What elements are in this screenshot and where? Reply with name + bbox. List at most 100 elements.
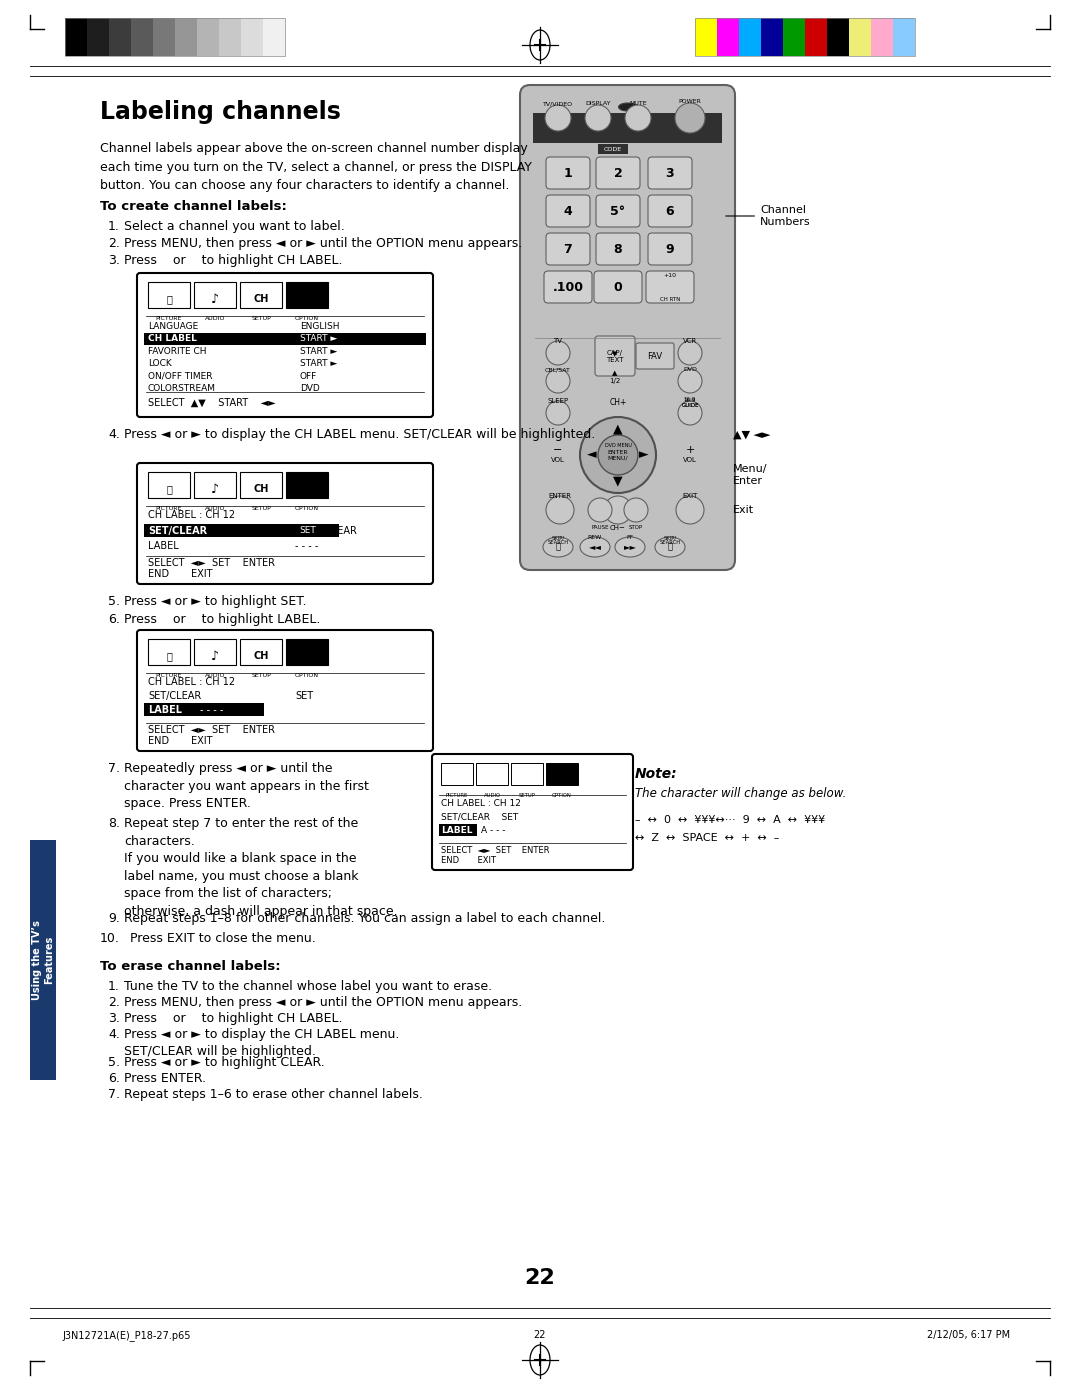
Bar: [219, 18, 241, 56]
Circle shape: [604, 496, 632, 524]
Text: Press ◄ or ► to display the CH LABEL menu.
SET/CLEAR will be highlighted.: Press ◄ or ► to display the CH LABEL men…: [124, 1027, 400, 1058]
Text: J3N12721A(E)_P18-27.p65: J3N12721A(E)_P18-27.p65: [62, 1330, 190, 1341]
Text: 22: 22: [534, 1330, 546, 1340]
Text: SKIP/
SEARCH: SKIP/ SEARCH: [548, 535, 568, 545]
Text: 6.: 6.: [108, 1072, 120, 1085]
Circle shape: [678, 369, 702, 393]
Text: LABEL: LABEL: [441, 825, 473, 835]
Text: 1: 1: [564, 166, 572, 180]
Text: 3.: 3.: [108, 254, 120, 268]
Text: ♪: ♪: [211, 482, 219, 495]
FancyBboxPatch shape: [137, 630, 433, 751]
Text: CH LABEL : CH 12: CH LABEL : CH 12: [148, 510, 235, 520]
Text: ◄: ◄: [588, 449, 597, 461]
Circle shape: [678, 342, 702, 365]
Text: CH RTN: CH RTN: [660, 297, 680, 302]
Text: ENGLISH: ENGLISH: [300, 322, 339, 330]
FancyBboxPatch shape: [546, 195, 590, 227]
Text: SETUP: SETUP: [252, 673, 271, 677]
Text: To create channel labels:: To create channel labels:: [100, 199, 287, 213]
Text: SELECT  ▲▼    START    ◄►: SELECT ▲▼ START ◄►: [148, 399, 275, 408]
Text: SKIP/
SEARCH: SKIP/ SEARCH: [660, 535, 680, 545]
Bar: [511, 763, 543, 785]
Text: 1.: 1.: [108, 980, 120, 993]
Text: 3: 3: [665, 166, 674, 180]
Text: Repeat step 7 to enter the rest of the
characters.
If you would like a blank spa: Repeat step 7 to enter the rest of the c…: [124, 817, 397, 917]
Text: END       EXIT: END EXIT: [441, 856, 496, 864]
Text: REW: REW: [588, 535, 603, 539]
Text: −: −: [553, 445, 563, 454]
Text: PAUSE: PAUSE: [591, 526, 609, 530]
Text: STOP: STOP: [629, 526, 643, 530]
Bar: [286, 638, 328, 665]
Text: MUTE: MUTE: [630, 100, 647, 106]
Text: DISPLAY: DISPLAY: [585, 100, 611, 106]
Text: 16:9
GUIDE: 16:9 GUIDE: [681, 397, 699, 408]
Text: LABEL: LABEL: [148, 541, 179, 551]
Bar: [148, 282, 190, 308]
Bar: [144, 524, 339, 537]
Bar: [30, 841, 56, 1080]
Text: CH LABEL : CH 12: CH LABEL : CH 12: [148, 677, 235, 687]
Text: 9.: 9.: [108, 912, 120, 926]
FancyBboxPatch shape: [519, 85, 735, 570]
Ellipse shape: [543, 537, 573, 558]
Bar: [194, 638, 237, 665]
Text: VOL: VOL: [683, 457, 697, 463]
Text: ♪: ♪: [211, 650, 219, 662]
Bar: [598, 144, 627, 153]
Text: Channel
Numbers: Channel Numbers: [726, 205, 811, 227]
Bar: [240, 282, 282, 308]
Text: Press ENTER.: Press ENTER.: [124, 1072, 206, 1085]
Text: 4: 4: [564, 205, 572, 217]
Text: Labeling channels: Labeling channels: [100, 100, 341, 124]
Bar: [546, 763, 578, 785]
Text: ►►: ►►: [623, 542, 636, 552]
Bar: [696, 18, 915, 56]
Text: ▼: ▼: [612, 351, 618, 357]
Text: SETUP: SETUP: [518, 793, 536, 797]
Text: POWER: POWER: [678, 99, 701, 105]
Text: ▲: ▲: [612, 369, 618, 376]
Text: The character will change as below.: The character will change as below.: [635, 788, 847, 800]
Text: AUDIO: AUDIO: [484, 793, 500, 797]
FancyBboxPatch shape: [137, 273, 433, 417]
Text: SET/CLEAR    SET: SET/CLEAR SET: [441, 811, 518, 821]
Text: Press    or    to highlight CH LABEL.: Press or to highlight CH LABEL.: [124, 1012, 342, 1025]
Text: EXIT: EXIT: [683, 493, 698, 499]
Text: 5.: 5.: [108, 595, 120, 608]
Bar: [761, 18, 783, 56]
Text: COLORSTREAM: COLORSTREAM: [148, 385, 216, 393]
FancyBboxPatch shape: [648, 233, 692, 265]
Text: 22: 22: [525, 1269, 555, 1288]
Bar: [194, 282, 237, 308]
Text: CBL/SAT: CBL/SAT: [545, 367, 571, 372]
Text: ⛰: ⛰: [166, 294, 172, 304]
Text: START ►: START ►: [300, 360, 337, 368]
Text: 16:9
GUIDE: 16:9 GUIDE: [681, 399, 699, 408]
Text: ►: ►: [639, 449, 649, 461]
Text: CODE: CODE: [604, 146, 622, 152]
Text: - - - -: - - - -: [295, 541, 319, 551]
Text: ⏮: ⏮: [555, 542, 561, 552]
FancyBboxPatch shape: [648, 195, 692, 227]
Text: AUDIO: AUDIO: [205, 316, 226, 321]
Bar: [849, 18, 870, 56]
Text: OPTION: OPTION: [552, 793, 572, 797]
Text: LOCK: LOCK: [148, 360, 172, 368]
Text: ◄◄: ◄◄: [589, 542, 602, 552]
Text: Press MENU, then press ◄ or ► until the OPTION menu appears.: Press MENU, then press ◄ or ► until the …: [124, 995, 523, 1009]
Bar: [827, 18, 849, 56]
FancyBboxPatch shape: [546, 158, 590, 190]
FancyBboxPatch shape: [646, 270, 694, 302]
Text: .100: .100: [553, 280, 583, 294]
Ellipse shape: [654, 537, 685, 558]
Text: FAVORITE CH: FAVORITE CH: [148, 347, 206, 355]
Ellipse shape: [530, 1345, 550, 1374]
Bar: [144, 703, 264, 717]
Text: 7.: 7.: [108, 763, 120, 775]
Text: FF: FF: [626, 535, 634, 539]
Text: CH LABEL: CH LABEL: [148, 335, 197, 343]
FancyBboxPatch shape: [432, 754, 633, 870]
Bar: [131, 18, 153, 56]
